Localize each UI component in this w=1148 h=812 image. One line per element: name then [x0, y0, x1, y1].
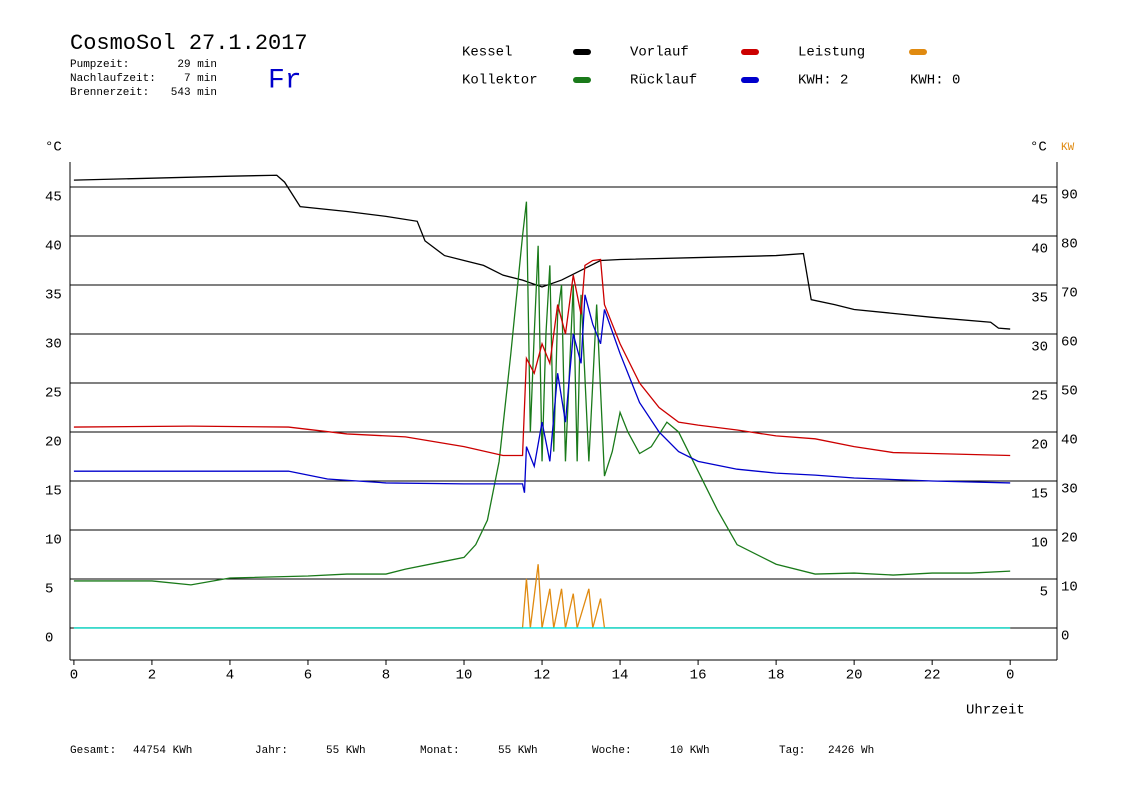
y2-tick-label: 30 — [1061, 482, 1078, 498]
y2-tick-label: 70 — [1061, 286, 1078, 302]
series-line — [73, 564, 1011, 629]
x-label: Uhrzeit — [966, 703, 1025, 719]
day: Fr — [268, 65, 302, 96]
x-tick-label: 10 — [456, 668, 473, 684]
y2-tick-label: 0 — [1061, 629, 1069, 645]
legend-label: Kollektor — [462, 73, 538, 89]
x-tick-label: 6 — [304, 668, 312, 684]
x-tick-label: 16 — [690, 668, 707, 684]
legend-label: Kessel — [462, 45, 512, 61]
stat-label: Nachlaufzeit: — [70, 73, 156, 85]
y-right-tick-label: 35 — [1031, 291, 1048, 307]
y-tick-label: 15 — [45, 484, 62, 500]
y-tick-label: 10 — [45, 533, 62, 549]
y-tick-label: 40 — [45, 239, 62, 255]
legend-label: Rücklauf — [630, 73, 697, 89]
series-line — [73, 174, 1011, 330]
x-tick-label: 2 — [148, 668, 156, 684]
x-tick-label: 4 — [226, 668, 234, 684]
stat-value: 543 min — [171, 87, 217, 99]
footer-value: 10 KWh — [670, 745, 710, 757]
y-right-tick-label: 5 — [1040, 585, 1048, 601]
y-right-tick-label: 30 — [1031, 340, 1048, 356]
footer-label: Gesamt: — [70, 745, 116, 757]
legend-label: Leistung — [798, 45, 865, 61]
y-right-tick-label: 20 — [1031, 438, 1048, 454]
x-tick-label: 8 — [382, 668, 390, 684]
footer-label: Monat: — [420, 745, 460, 757]
kwh-label: KWH: 2 — [798, 73, 848, 89]
stat-value: 29 min — [177, 59, 217, 71]
y2-tick-label: 10 — [1061, 580, 1078, 596]
y2-tick-label: 40 — [1061, 433, 1078, 449]
x-tick-label: 12 — [534, 668, 551, 684]
footer-value: 55 KWh — [498, 745, 538, 757]
footer-value: 55 KWh — [326, 745, 366, 757]
footer-label: Woche: — [592, 745, 632, 757]
y-right-tick-label: 45 — [1031, 193, 1048, 209]
y-label: °C — [45, 140, 62, 156]
title: CosmoSol 27.1.2017 — [70, 31, 308, 56]
y2-tick-label: 60 — [1061, 335, 1078, 351]
stat-value: 7 min — [184, 73, 217, 85]
legend-label: Vorlauf — [630, 45, 689, 61]
series-line — [73, 294, 1011, 493]
x-tick-label: 20 — [846, 668, 863, 684]
series-line — [73, 201, 1011, 586]
stat-label: Pumpzeit: — [70, 59, 129, 71]
y-label-right: °C — [1030, 140, 1047, 156]
y-right-tick-label: 10 — [1031, 536, 1048, 552]
x-tick-label: 22 — [924, 668, 941, 684]
y-tick-label: 0 — [45, 631, 53, 647]
kwh-label: KWH: 0 — [910, 73, 960, 89]
footer-value: 2426 Wh — [828, 745, 874, 757]
y-tick-label: 45 — [45, 190, 62, 206]
y2-tick-label: 80 — [1061, 237, 1078, 253]
footer-label: Tag: — [779, 745, 805, 757]
y-tick-label: 20 — [45, 435, 62, 451]
y2-tick-label: 50 — [1061, 384, 1078, 400]
x-tick-label: 0 — [1006, 668, 1014, 684]
y2-tick-label: 90 — [1061, 188, 1078, 204]
x-tick-label: 0 — [70, 668, 78, 684]
y-right-tick-label: 40 — [1031, 242, 1048, 258]
y2-tick-label: 20 — [1061, 531, 1078, 547]
x-tick-label: 14 — [612, 668, 629, 684]
footer-label: Jahr: — [255, 745, 288, 757]
y-tick-label: 30 — [45, 337, 62, 353]
x-tick-label: 18 — [768, 668, 785, 684]
y-tick-label: 35 — [45, 288, 62, 304]
y-right-tick-label: 15 — [1031, 487, 1048, 503]
y-tick-label: 5 — [45, 582, 53, 598]
y-right-tick-label: 25 — [1031, 389, 1048, 405]
y2-label: KW — [1061, 142, 1075, 154]
footer-value: 44754 KWh — [133, 745, 192, 757]
series-line — [73, 258, 1011, 457]
stat-label: Brennerzeit: — [70, 87, 149, 99]
y-tick-label: 25 — [45, 386, 62, 402]
